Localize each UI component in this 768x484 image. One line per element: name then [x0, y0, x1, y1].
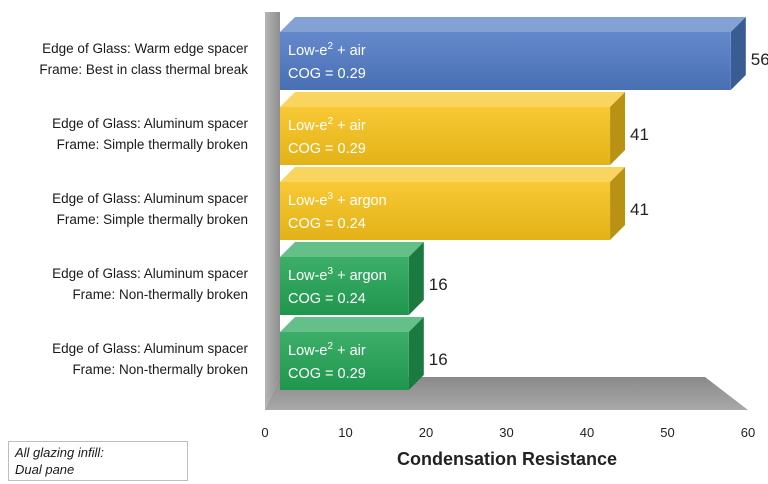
bar [280, 332, 409, 390]
chart-back-wall [265, 12, 280, 410]
bar-value-label: 41 [630, 200, 649, 219]
bar [280, 182, 611, 240]
glazing-note-line-2: Dual pane [15, 462, 75, 477]
bar-side-face [610, 167, 626, 240]
x-axis-title: Condensation Resistance [397, 449, 617, 469]
bar-side-face [730, 17, 746, 90]
bar-top-face [280, 17, 746, 32]
bar-group: Low-e3 + argon COG = 0.24 16 Edge of Glass:… [52, 242, 448, 315]
glazing-note-box: All glazing infill: Dual pane [8, 441, 188, 481]
bar-top-face [280, 317, 424, 332]
category-label-line: Edge of Glass: Aluminum spacer [52, 191, 248, 206]
category-label-line: Edge of Glass: Aluminum spacer [52, 116, 248, 131]
bar [280, 32, 731, 90]
category-label-line: Frame: Best in class thermal break [39, 62, 248, 77]
category-label-line: Frame: Non-thermally broken [72, 287, 248, 302]
bar-cog-label: COG = 0.29 [288, 141, 366, 157]
glazing-note-line-1: All glazing infill: [15, 445, 104, 460]
category-label-line: Edge of Glass: Warm edge spacer [42, 41, 248, 56]
bar-value-label: 41 [630, 125, 649, 144]
bar-side-face [610, 92, 626, 165]
bar-value-label: 16 [429, 275, 448, 294]
bar-glazing-label: Low-e3 + argon [288, 191, 387, 209]
category-label-line: Frame: Simple thermally broken [57, 137, 248, 152]
bar-value-label: 16 [429, 350, 448, 369]
category-label-line: Edge of Glass: Aluminum spacer [52, 266, 248, 281]
bar-glazing-label: Low-e2 + air [288, 341, 366, 359]
bar-top-face [280, 92, 626, 107]
bar-cog-label: COG = 0.29 [288, 66, 366, 82]
category-label-line: Frame: Simple thermally broken [57, 212, 248, 227]
bar-value-label: 56 [751, 50, 768, 69]
bar [280, 107, 611, 165]
bar-top-face [280, 242, 424, 257]
x-tick-label: 60 [741, 425, 755, 440]
bar-glazing-label: Low-e3 + argon [288, 266, 387, 284]
bar-top-face [280, 167, 626, 182]
bar-group: Low-e3 + argon COG = 0.24 41 Edge of Glass:… [52, 167, 649, 240]
category-label-line: Edge of Glass: Aluminum spacer [52, 341, 248, 356]
x-tick-label: 0 [261, 425, 268, 440]
bar-side-face [408, 317, 424, 390]
category-label-line: Frame: Non-thermally broken [72, 362, 248, 377]
x-tick-label: 30 [499, 425, 513, 440]
bar-cog-label: COG = 0.24 [288, 291, 366, 307]
bar-cog-label: COG = 0.24 [288, 216, 366, 232]
bar [280, 257, 409, 315]
bar-glazing-label: Low-e2 + air [288, 116, 366, 134]
bar-group: Low-e2 + air COG = 0.29 16 Edge of Glass: A… [52, 317, 448, 390]
x-tick-label: 10 [338, 425, 352, 440]
bar-side-face [408, 242, 424, 315]
x-tick-label: 50 [660, 425, 674, 440]
bar-group: Low-e2 + air COG = 0.29 56 Edge of Glass: W… [39, 17, 768, 90]
x-tick-label: 20 [419, 425, 433, 440]
bar-glazing-label: Low-e2 + air [288, 41, 366, 59]
bar-group: Low-e2 + air COG = 0.29 41 Edge of Glass: A… [52, 92, 649, 165]
bar-cog-label: COG = 0.29 [288, 366, 366, 382]
x-tick-label: 40 [580, 425, 594, 440]
